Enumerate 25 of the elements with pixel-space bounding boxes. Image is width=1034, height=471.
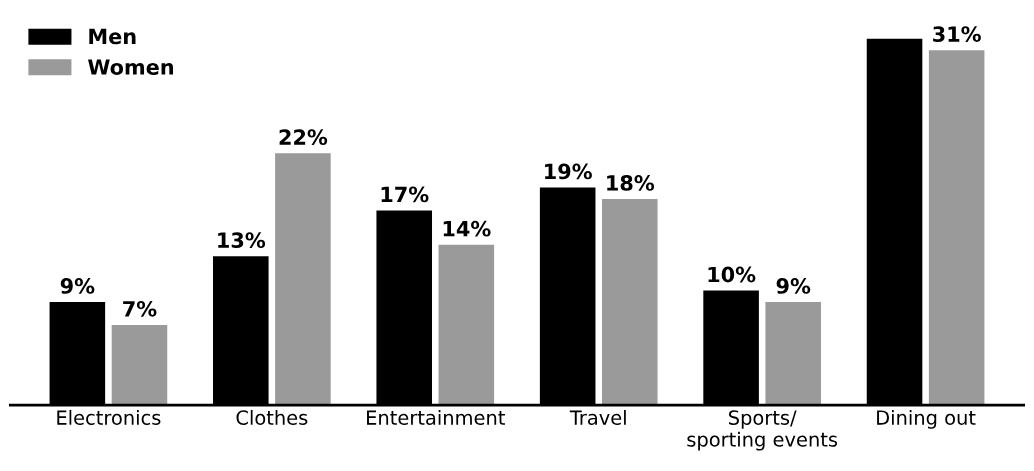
- legend-label: Men: [89, 28, 136, 45]
- data-label: 22%: [279, 129, 328, 145]
- bar: [275, 153, 331, 406]
- x-tick-label: Entertainment: [367, 409, 505, 425]
- data-label: 9%: [60, 278, 95, 294]
- bar: [928, 50, 985, 406]
- x-tick-label: Dining out: [877, 409, 976, 429]
- x-tick-label: Sports/ sporting events: [687, 410, 838, 451]
- data-label: 14%: [443, 220, 491, 237]
- bar: [601, 199, 658, 406]
- bar: [438, 244, 495, 406]
- x-tick-label: Travel: [569, 409, 626, 425]
- bar: [765, 302, 821, 406]
- data-label: 9%: [776, 278, 811, 294]
- data-label: 19%: [545, 163, 592, 180]
- data-label: 31%: [933, 26, 981, 42]
- x-tick-label: Clothes: [236, 409, 308, 425]
- bar: [111, 324, 168, 406]
- x-tick-label: Electronics: [57, 409, 161, 425]
- legend-label: Women: [88, 59, 173, 75]
- data-label: 13%: [218, 232, 266, 249]
- data-label: 18%: [607, 175, 655, 191]
- data-label: 10%: [708, 266, 756, 283]
- data-label: 7%: [123, 300, 157, 317]
- data-label: 17%: [381, 186, 429, 203]
